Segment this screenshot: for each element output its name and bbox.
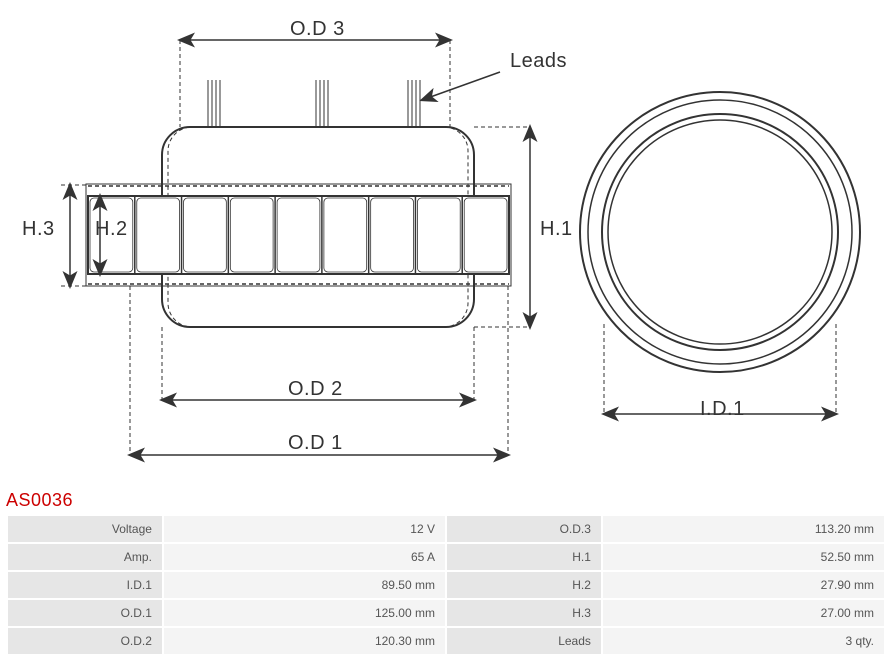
table-row: I.D.189.50 mmH.227.90 mm — [8, 572, 884, 598]
spec-value: 52.50 mm — [603, 544, 884, 570]
table-row: Voltage12 VO.D.3113.20 mm — [8, 516, 884, 542]
spec-value: 27.00 mm — [603, 600, 884, 626]
spec-value: 27.90 mm — [603, 572, 884, 598]
label-od1: O.D 1 — [288, 432, 343, 455]
table-row: O.D.2120.30 mmLeads3 qty. — [8, 628, 884, 654]
table-row: Amp.65 AH.152.50 mm — [8, 544, 884, 570]
label-id1: I.D.1 — [700, 398, 745, 421]
label-h2: H.2 — [95, 218, 128, 241]
label-od2: O.D 2 — [288, 378, 343, 401]
spec-value: 12 V — [164, 516, 445, 542]
spec-table: Voltage12 VO.D.3113.20 mmAmp.65 AH.152.5… — [6, 514, 886, 656]
spec-value: 113.20 mm — [603, 516, 884, 542]
spec-value: 3 qty. — [603, 628, 884, 654]
spec-label: Leads — [447, 628, 601, 654]
spec-label: Amp. — [8, 544, 162, 570]
spec-label: O.D.2 — [8, 628, 162, 654]
spec-value: 65 A — [164, 544, 445, 570]
spec-value: 89.50 mm — [164, 572, 445, 598]
spec-label: Voltage — [8, 516, 162, 542]
spec-label: H.3 — [447, 600, 601, 626]
table-row: O.D.1125.00 mmH.327.00 mm — [8, 600, 884, 626]
label-h3: H.3 — [22, 218, 55, 241]
spec-label: H.2 — [447, 572, 601, 598]
spec-label: I.D.1 — [8, 572, 162, 598]
spec-label: O.D.1 — [8, 600, 162, 626]
diagram-svg — [0, 0, 892, 490]
part-code: AS0036 — [6, 490, 73, 511]
technical-diagram: O.D 3 Leads H.1 H.2 H.3 O.D 2 O.D 1 I.D.… — [0, 0, 892, 490]
spec-label: H.1 — [447, 544, 601, 570]
label-h1: H.1 — [540, 218, 573, 241]
label-od3: O.D 3 — [290, 18, 345, 41]
spec-label: O.D.3 — [447, 516, 601, 542]
spec-value: 120.30 mm — [164, 628, 445, 654]
spec-value: 125.00 mm — [164, 600, 445, 626]
label-leads: Leads — [510, 50, 567, 73]
